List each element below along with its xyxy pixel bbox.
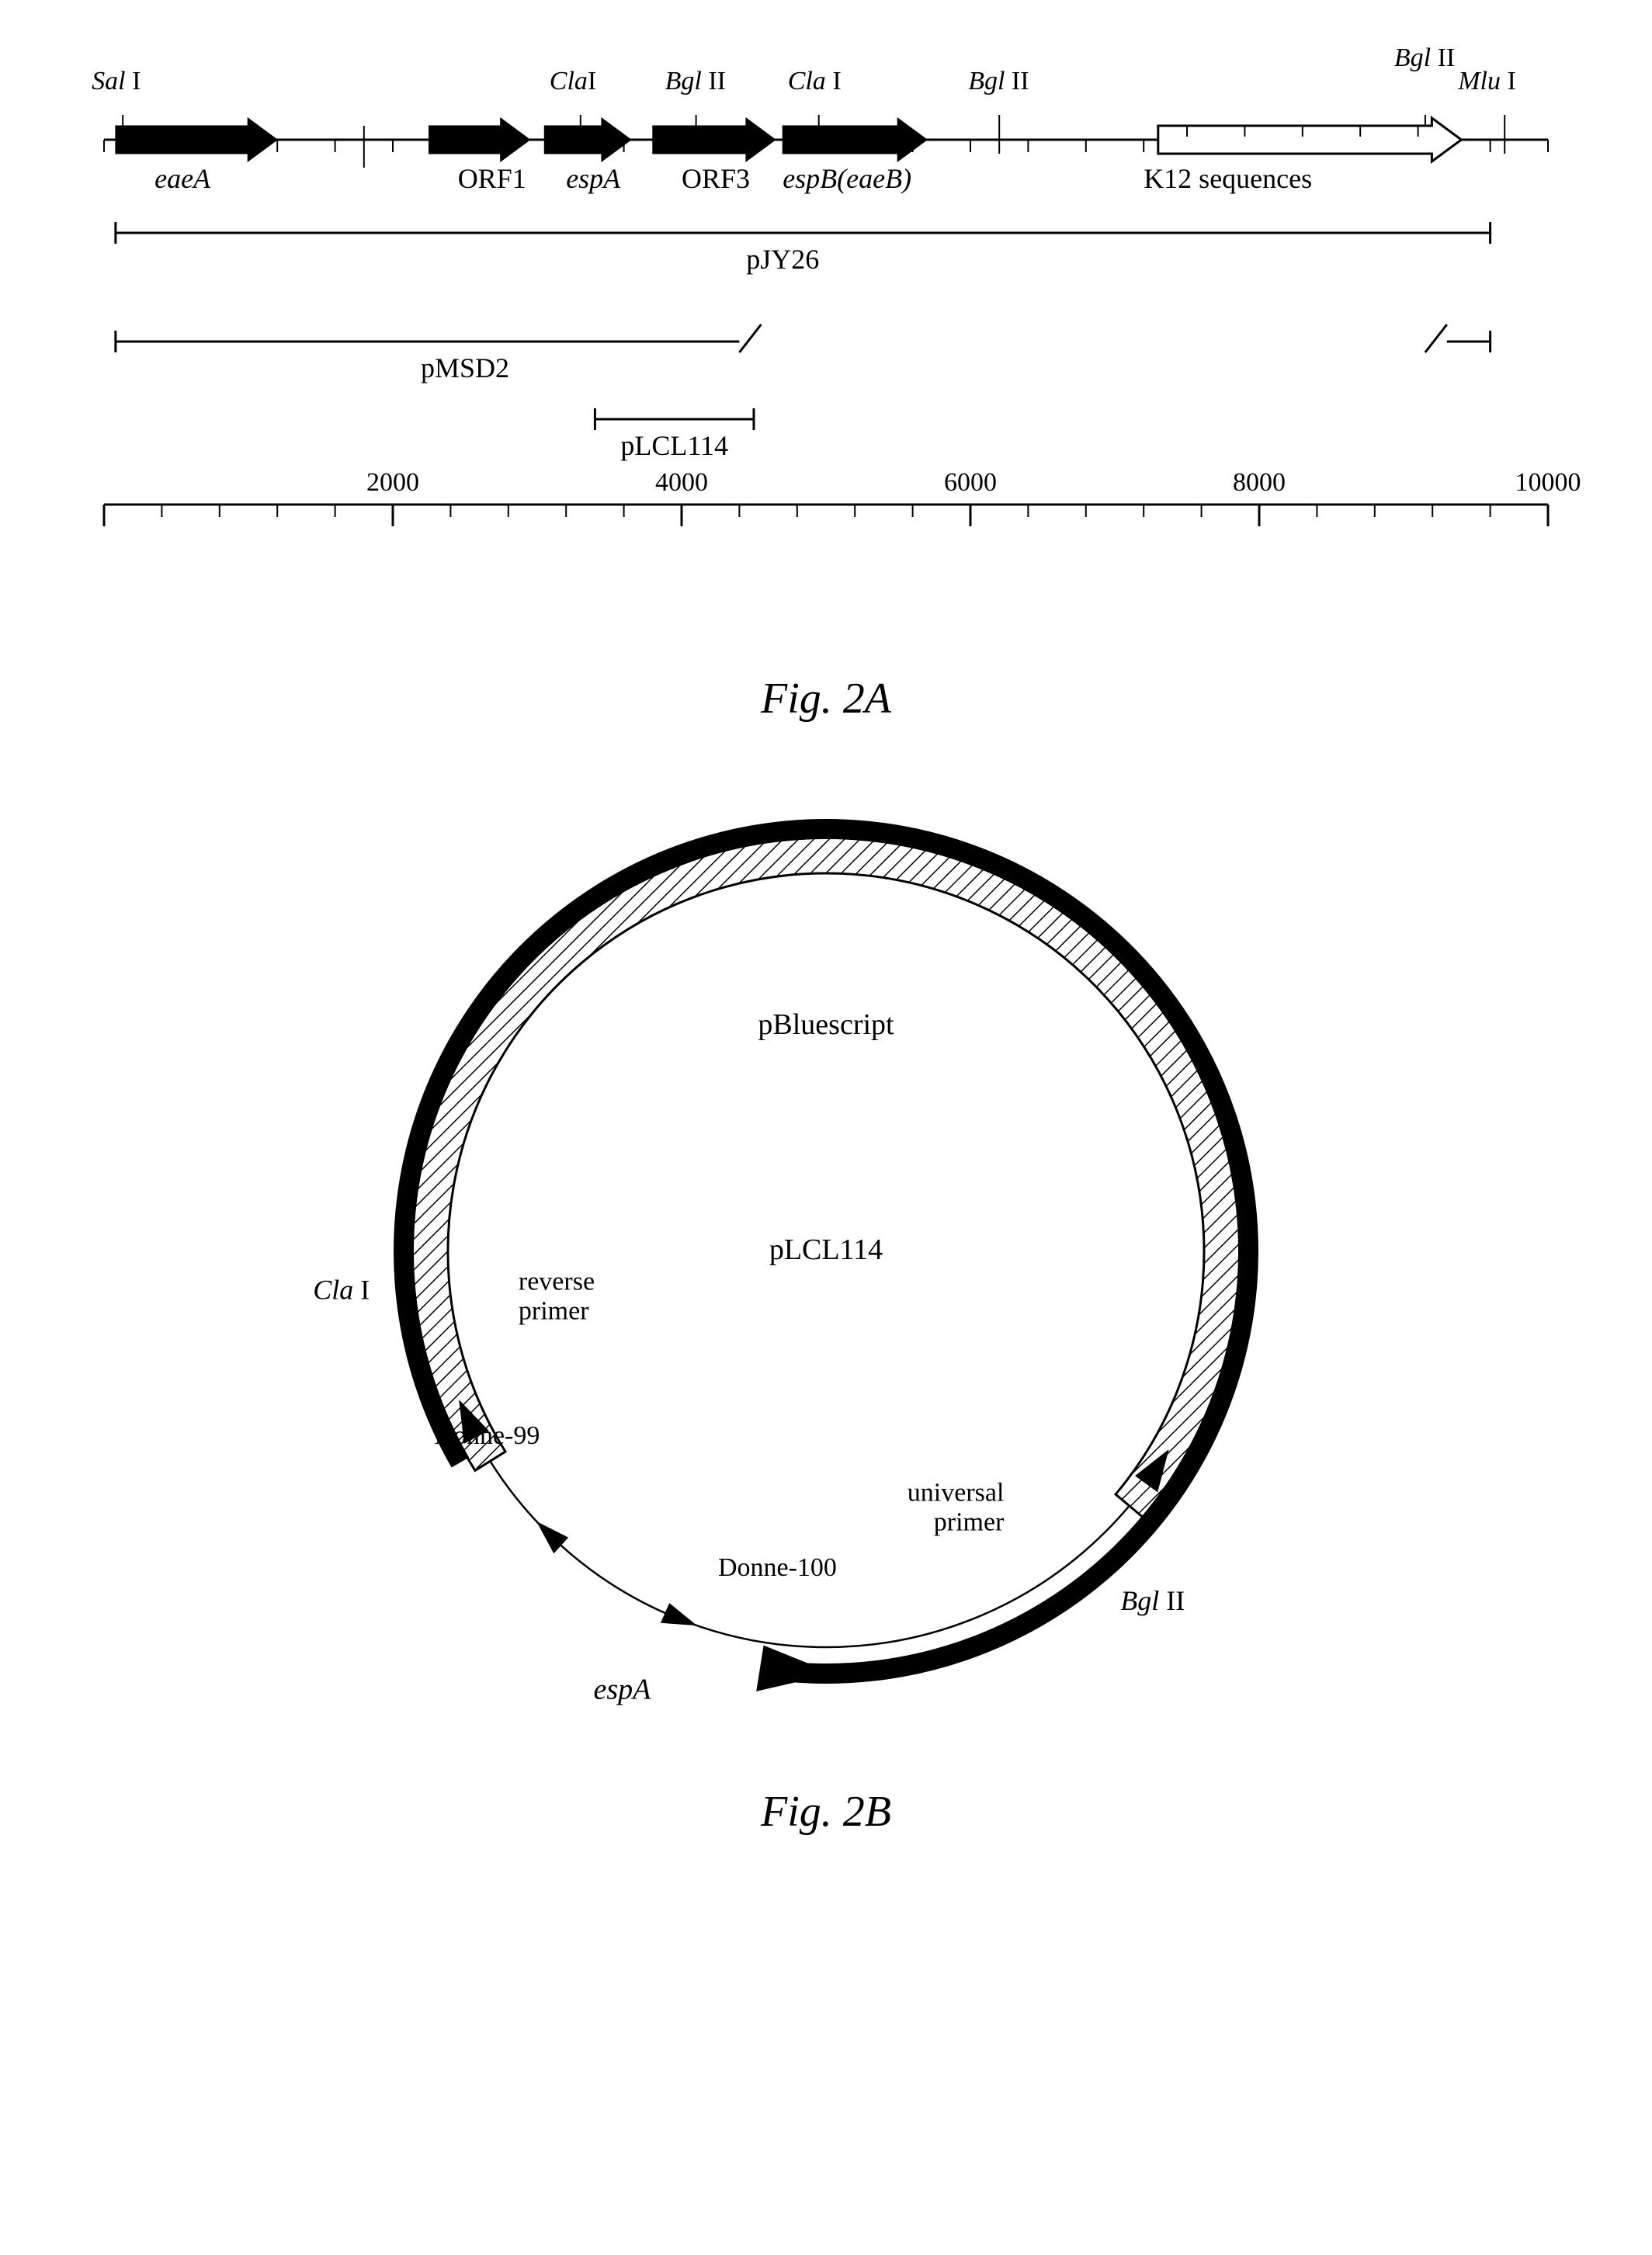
svg-text:reverseprimer: reverseprimer <box>519 1268 595 1326</box>
svg-text:pMSD2: pMSD2 <box>421 352 509 383</box>
svg-text:pLCL114: pLCL114 <box>769 1233 883 1266</box>
svg-text:Cla I: Cla I <box>313 1274 370 1305</box>
svg-text:Cla I: Cla I <box>788 67 842 95</box>
svg-text:ORF1: ORF1 <box>458 163 526 194</box>
svg-text:Bgl II: Bgl II <box>1120 1585 1185 1616</box>
svg-text:Donne-99: Donne-99 <box>434 1421 540 1450</box>
svg-text:8000: 8000 <box>1233 468 1286 497</box>
svg-text:espA: espA <box>594 1673 652 1705</box>
svg-text:Bgl II: Bgl II <box>1394 43 1455 72</box>
svg-text:espB(eaeB): espB(eaeB) <box>783 163 911 194</box>
svg-text:Sal I: Sal I <box>92 67 141 95</box>
svg-text:Bgl II: Bgl II <box>968 67 1029 95</box>
svg-text:Donne-100: Donne-100 <box>718 1553 837 1582</box>
svg-text:ClaI: ClaI <box>550 67 596 95</box>
svg-text:pBluescript: pBluescript <box>758 1008 894 1041</box>
svg-text:2000: 2000 <box>366 468 419 497</box>
svg-text:pLCL114: pLCL114 <box>620 430 728 461</box>
svg-text:ORF3: ORF3 <box>682 163 750 194</box>
figure-a-linear-map: Sal IClaIBgl IICla IBgl IIBgl IIMlu Ieae… <box>65 47 1587 637</box>
svg-text:universalprimer: universalprimer <box>908 1479 1005 1537</box>
figure-a-caption: Fig. 2A <box>65 674 1587 723</box>
svg-text:4000: 4000 <box>655 468 708 497</box>
svg-text:Bgl II: Bgl II <box>665 67 726 95</box>
svg-text:Mlu I: Mlu I <box>1457 67 1516 95</box>
svg-text:eaeA: eaeA <box>154 163 211 194</box>
svg-text:6000: 6000 <box>944 468 997 497</box>
figure-b-caption: Fig. 2B <box>65 1787 1587 1837</box>
figure-b-plasmid-map: espA Cla I Bgl II reverseprimer universalpri… <box>283 786 1369 1779</box>
svg-text:10000: 10000 <box>1515 468 1581 497</box>
svg-text:espA: espA <box>566 163 621 194</box>
svg-text:pJY26: pJY26 <box>746 244 819 275</box>
svg-text:K12 sequences: K12 sequences <box>1144 163 1312 194</box>
